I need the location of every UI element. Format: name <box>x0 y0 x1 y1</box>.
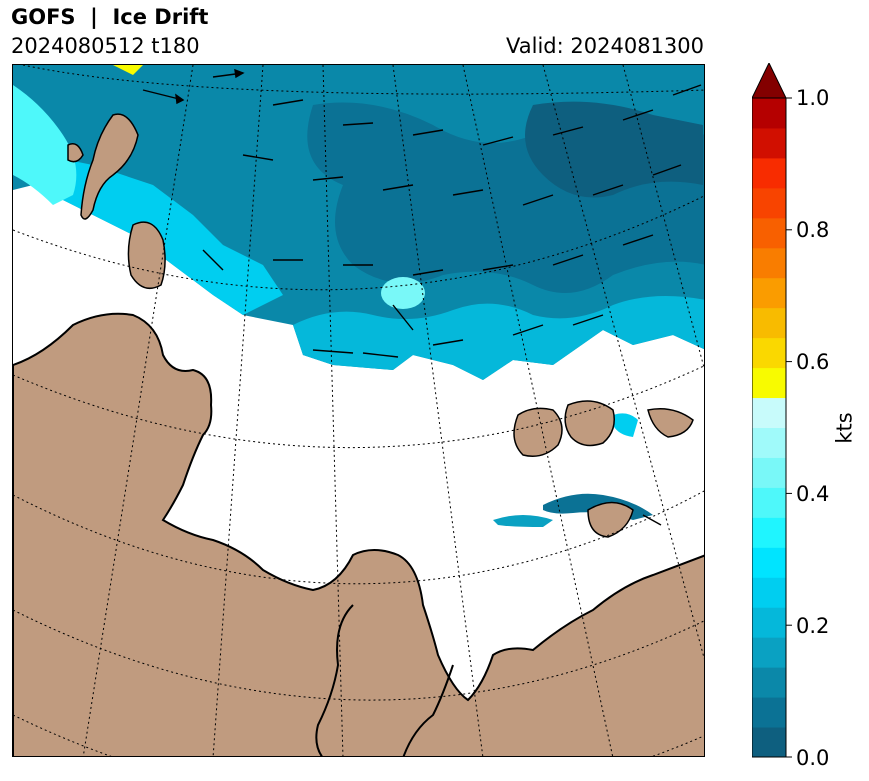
colorbar-tick-label-5: 1.0 <box>796 86 830 110</box>
colorbar-band <box>752 457 786 488</box>
colorbar-band <box>752 98 786 129</box>
ice-drift-map <box>12 64 705 757</box>
valid-time-label: Valid: 2024081300 <box>506 34 704 58</box>
land-mainland <box>13 312 704 756</box>
colorbar-band <box>752 157 786 189</box>
land-east-island-1 <box>513 407 563 457</box>
colorbar-band <box>752 307 786 339</box>
colorbar-tick-label-4: 0.8 <box>796 218 830 242</box>
colorbar-band <box>752 367 786 399</box>
map-canvas <box>13 65 704 756</box>
colorbar-band <box>752 637 786 668</box>
river-2 <box>402 664 454 756</box>
drift-vectors <box>142 68 702 526</box>
colorbar-band <box>752 667 786 698</box>
colorbar-band <box>752 247 786 279</box>
land-east-island-2 <box>564 400 615 447</box>
ice-field-edge <box>293 296 704 380</box>
colorbar-band <box>752 577 786 608</box>
ice-fast-patch <box>381 277 425 309</box>
land-east-island-3 <box>647 408 694 438</box>
colorbar-band <box>752 127 786 159</box>
colorbar <box>752 63 792 758</box>
ice-field-fast <box>13 85 77 205</box>
colorbar-band <box>752 427 786 458</box>
ice-yellow-patch <box>113 65 143 75</box>
ice-patch-south <box>493 515 553 527</box>
colorbar-band <box>752 517 786 548</box>
map-title: GOFS | Ice Drift <box>11 5 209 29</box>
colorbar-bands <box>752 98 786 758</box>
land-novaya-zemlya-south <box>127 221 166 290</box>
colorbar-band <box>752 217 786 249</box>
colorbar-band <box>752 397 786 428</box>
colorbar-band <box>752 487 786 518</box>
land-islet-1 <box>67 143 84 163</box>
colorbar-band <box>752 187 786 219</box>
colorbar-ticks <box>786 97 792 758</box>
colorbar-tick-label-3: 0.6 <box>796 350 830 374</box>
run-time-label: 2024080512 t180 <box>11 34 200 58</box>
colorbar-tick-label-0: 0.0 <box>796 746 830 770</box>
ice-patch-east <box>613 413 638 437</box>
colorbar-tick-label-2: 0.4 <box>796 482 830 506</box>
colorbar-band <box>752 607 786 638</box>
land-novaya-zemlya-north <box>80 113 139 220</box>
colorbar-outline <box>752 97 787 758</box>
colorbar-band <box>752 277 786 309</box>
colorbar-extend-triangle <box>752 63 787 99</box>
river-1 <box>315 604 354 756</box>
colorbar-band <box>752 547 786 578</box>
colorbar-band <box>752 727 786 758</box>
graticule <box>13 65 704 756</box>
colorbar-band <box>752 337 786 369</box>
land-south-island <box>587 501 634 538</box>
colorbar-tick-label-1: 0.2 <box>796 614 830 638</box>
colorbar-band <box>752 697 786 728</box>
colorbar-unit-label: kts <box>832 412 857 444</box>
